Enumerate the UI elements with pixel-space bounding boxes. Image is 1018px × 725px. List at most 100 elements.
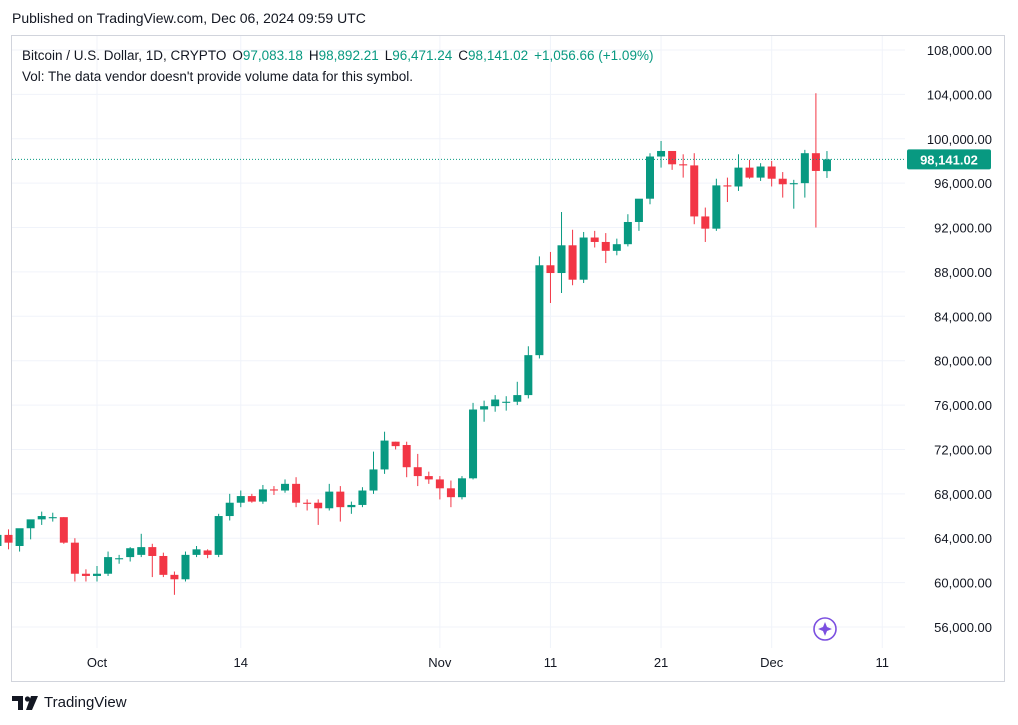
candle-body (358, 490, 367, 505)
candle (690, 153, 699, 225)
candle (303, 499, 312, 511)
candle-body (734, 167, 743, 187)
candle-body (325, 491, 334, 509)
legend-change: +1,056.66 (+1.09%) (534, 48, 654, 63)
candle (756, 163, 765, 181)
candle (391, 441, 400, 450)
legend-high-label: H (308, 48, 319, 63)
candle-body (203, 550, 212, 555)
candle (93, 565, 101, 582)
candle-body (413, 467, 422, 477)
y-tick-label: 64,000.00 (934, 531, 992, 546)
candle-body (601, 241, 610, 251)
y-tick-label: 76,000.00 (934, 398, 992, 413)
candle-body (170, 574, 179, 580)
y-tick-label: 80,000.00 (934, 354, 992, 369)
candle (811, 93, 820, 228)
candle-body (568, 245, 577, 280)
candle-body (214, 516, 223, 555)
candle (446, 480, 455, 508)
candle-body (236, 496, 245, 503)
x-tick-label: 21 (654, 655, 668, 670)
candle (623, 214, 632, 247)
legend-low-value: 96,471.24 (392, 48, 453, 63)
candle-body (336, 491, 345, 508)
candle-body (811, 153, 820, 171)
candle-body (15, 528, 24, 546)
candle (712, 178, 721, 231)
candle (424, 471, 433, 484)
candle-body (767, 166, 776, 179)
candle-body (391, 441, 400, 447)
legend-open-value: 97,083.18 (242, 48, 303, 63)
legend-close-value: 98,141.02 (468, 48, 529, 63)
candle (513, 381, 522, 406)
candle-body (535, 265, 544, 356)
last-price-line: 98,141.02 (12, 149, 991, 170)
candle (292, 477, 301, 508)
legend-high-value: 98,892.21 (318, 48, 379, 63)
candle (281, 479, 290, 493)
candle (258, 484, 267, 504)
candle-body (380, 440, 389, 470)
candle (701, 207, 710, 242)
sparkle-badge-icon[interactable] (813, 617, 837, 641)
candle-body (679, 164, 688, 166)
candle (822, 151, 831, 178)
candle-body (546, 265, 555, 274)
candle (214, 513, 223, 558)
candle (524, 346, 533, 399)
candle-body (402, 445, 411, 468)
candle (634, 198, 643, 231)
tradingview-footer[interactable]: TradingView (12, 694, 127, 711)
candle-body (104, 557, 113, 574)
candle (800, 149, 809, 198)
candle-body (292, 483, 301, 503)
candle-body (723, 185, 732, 187)
candle-body (822, 159, 831, 172)
candle-body (634, 198, 643, 222)
candle-body (612, 244, 621, 251)
candle-body (137, 547, 146, 555)
candle-body (192, 549, 201, 555)
candle-body (435, 479, 444, 489)
candle (192, 545, 201, 558)
x-tick-label: 14 (234, 655, 248, 670)
candle-body (778, 178, 787, 185)
legend-ohlc-row: Bitcoin / U.S. Dollar, 1D, CRYPTO O97,083… (22, 45, 653, 66)
y-tick-label: 92,000.00 (934, 221, 992, 236)
candle (358, 487, 367, 508)
candle (225, 493, 234, 521)
candle-body (225, 502, 234, 517)
candle (15, 528, 24, 552)
x-tick-label: Oct (87, 655, 108, 670)
candle (148, 543, 157, 578)
last-price-label: 98,141.02 (920, 152, 978, 167)
x-axis: Oct 14 Nov 11 21 Dec 11 (87, 655, 889, 670)
chart-frame[interactable] (11, 35, 1005, 682)
candle (325, 483, 334, 511)
candle-body (303, 502, 312, 504)
candle-body (314, 502, 323, 509)
candle (778, 172, 787, 198)
candle-body (745, 167, 754, 178)
candle-body (502, 401, 511, 403)
candle (734, 154, 743, 191)
x-tick-label: Nov (428, 655, 452, 670)
candle (767, 160, 776, 187)
candle (535, 256, 544, 359)
candle-body (48, 517, 57, 519)
y-tick-label: 96,000.00 (934, 176, 992, 191)
candle (469, 402, 478, 480)
legend-symbol: Bitcoin / U.S. Dollar, 1D, CRYPTO (22, 48, 227, 63)
candle (679, 154, 688, 178)
y-tick-label: 104,000.00 (927, 87, 992, 102)
candle-body (690, 165, 699, 217)
candle-body (480, 406, 489, 410)
tradingview-logo-icon (12, 695, 38, 710)
candle (369, 451, 378, 494)
candle (181, 551, 190, 582)
candle (236, 490, 245, 508)
tradingview-brand: TradingView (44, 694, 127, 711)
